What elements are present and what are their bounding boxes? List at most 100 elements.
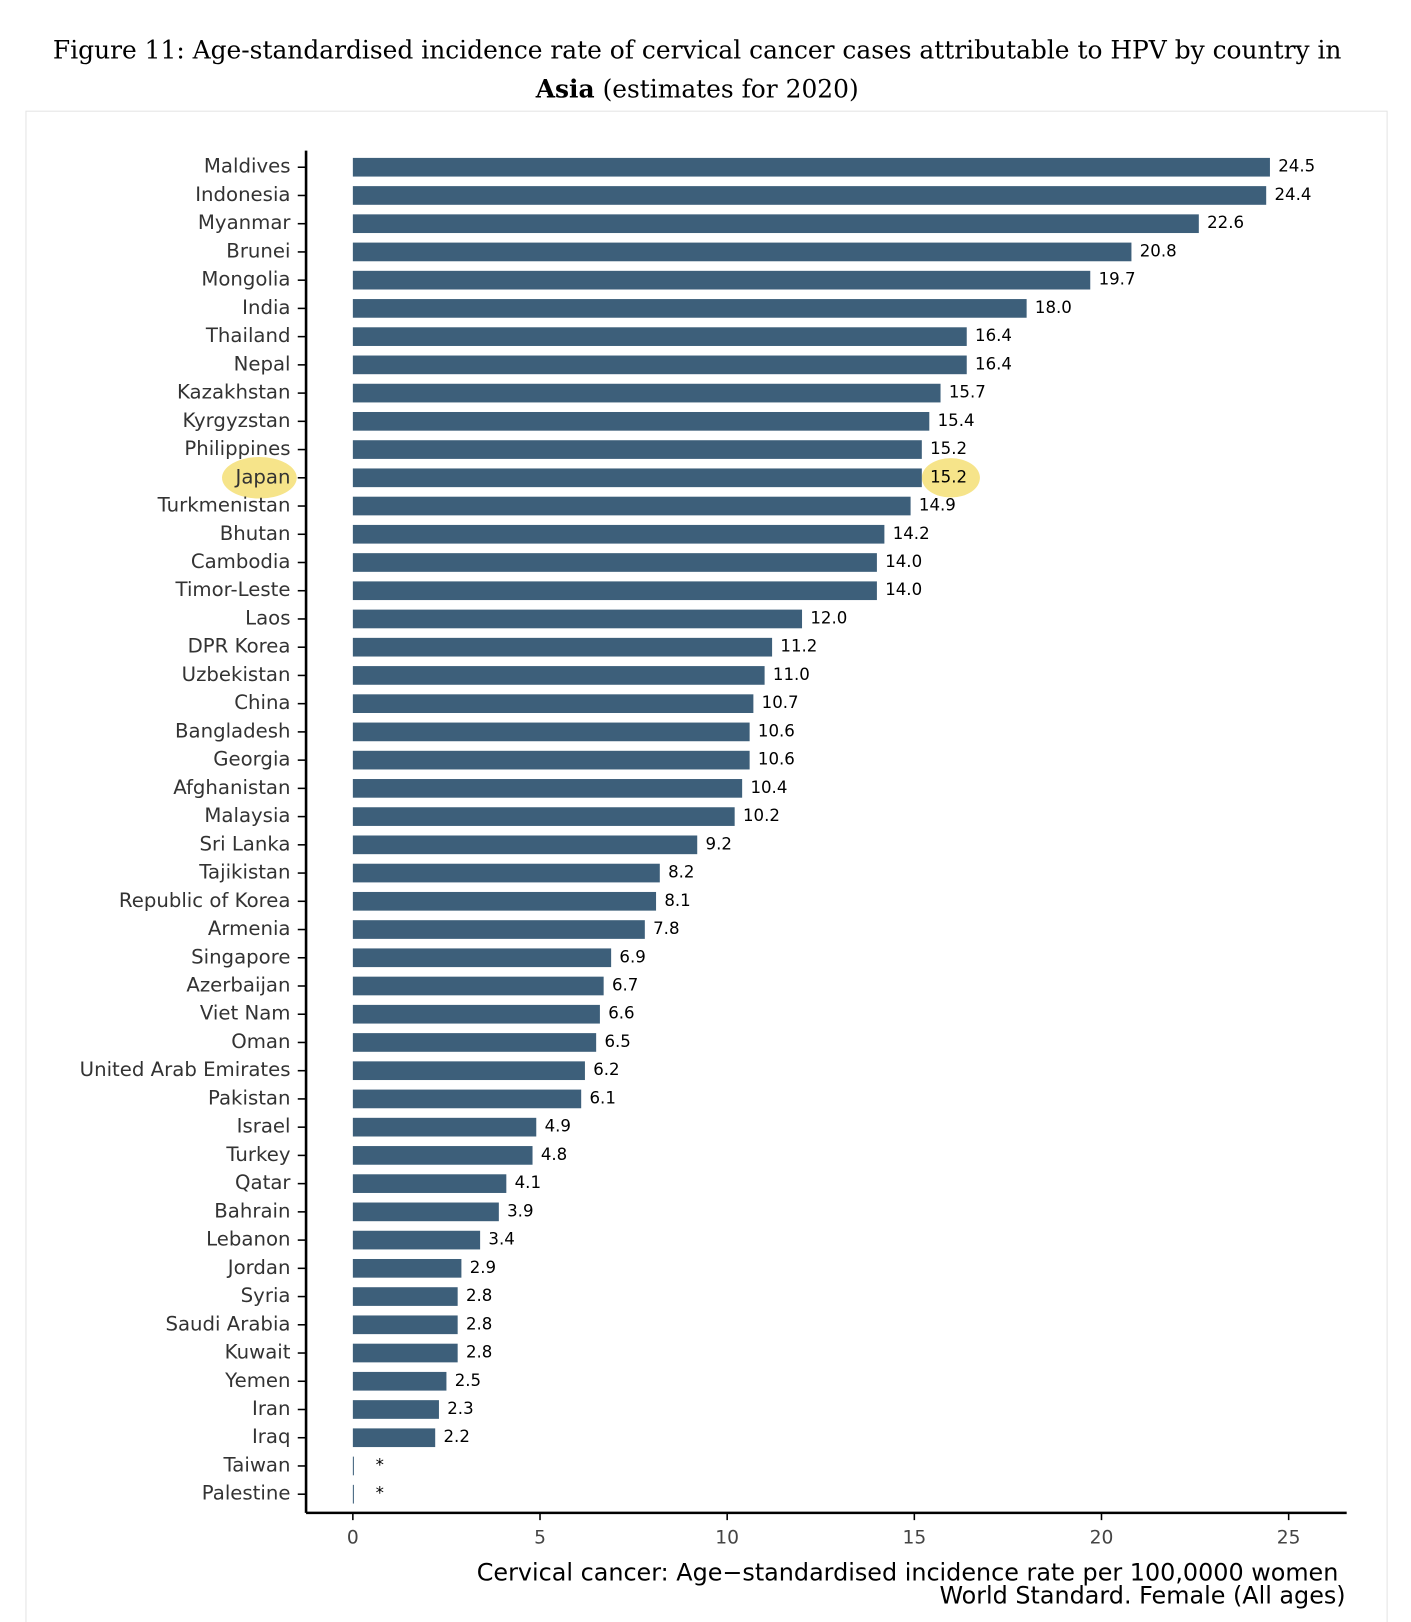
y-tick-label: Viet Nam: [200, 1002, 291, 1025]
bar: [352, 722, 750, 742]
y-tick-label: Azerbaijan: [186, 973, 290, 996]
y-tick-label: Taiwan: [223, 1453, 291, 1476]
value-label: 6.6: [608, 1004, 634, 1023]
y-tick-label: Kazakhstan: [177, 381, 291, 404]
x-axis-label: World Standard. Female (All ages): [939, 1581, 1345, 1609]
bar: [352, 920, 645, 939]
value-label: 2.8: [466, 1314, 492, 1333]
bar: [352, 835, 698, 855]
highlight: [222, 457, 297, 499]
highlight: [921, 458, 980, 498]
bar: [352, 440, 922, 459]
value-label: 6.1: [589, 1088, 615, 1107]
bar: [352, 581, 877, 601]
bar: [352, 694, 754, 714]
value-label: 3.4: [488, 1230, 514, 1249]
chart-title: Figure 11: Age-standardised incidence ra…: [53, 36, 1342, 65]
value-label: 6.9: [619, 947, 645, 966]
title-bold: Asia: [535, 74, 595, 103]
chart-title-line2: Asia (estimates for 2020): [535, 74, 859, 103]
bar: [352, 863, 660, 883]
y-tick-label: Kyrgyzstan: [183, 409, 291, 432]
value-label: 9.2: [706, 834, 732, 853]
y-tick-label: Pakistan: [208, 1086, 291, 1109]
bar: [352, 948, 612, 968]
y-tick-label: Kuwait: [225, 1341, 291, 1364]
value-label: 6.7: [612, 975, 638, 994]
value-label: 15.4: [938, 411, 975, 430]
value-label: 4.9: [545, 1117, 571, 1136]
bar: [352, 157, 1270, 177]
bar: [352, 1033, 597, 1052]
value-label: 22.6: [1207, 213, 1244, 232]
bar: [352, 1343, 458, 1363]
bar: [352, 779, 743, 798]
value-label: 14.9: [919, 496, 956, 515]
y-tick-label: United Arab Emirates: [80, 1058, 291, 1081]
y-tick-label: Sri Lanka: [199, 832, 290, 855]
value-label: 10.4: [750, 778, 787, 797]
y-tick-label: DPR Korea: [188, 635, 291, 658]
y-tick-label: Oman: [231, 1030, 290, 1053]
y-tick-label: Armenia: [208, 917, 291, 940]
y-tick-label: Indonesia: [195, 183, 290, 206]
bar: [352, 524, 885, 544]
y-tick-label: Bangladesh: [175, 719, 291, 742]
y-tick-label: Palestine: [202, 1482, 291, 1505]
y-tick-label: Afghanistan: [173, 776, 290, 799]
bar: [352, 1371, 447, 1391]
bar: [352, 1061, 585, 1081]
y-tick-label: Mongolia: [201, 268, 290, 291]
y-tick-label: Myanmar: [198, 211, 291, 234]
y-tick-label: Malaysia: [204, 804, 290, 827]
bar: [352, 1174, 507, 1193]
value-label: 2.5: [455, 1371, 481, 1390]
bar: [352, 242, 1132, 262]
bar: [352, 355, 967, 375]
y-tick-label: Qatar: [235, 1171, 291, 1194]
value-label: 8.1: [664, 891, 690, 910]
bar: [352, 299, 1027, 318]
y-tick-label: Bahrain: [214, 1199, 290, 1222]
value-label: 11.2: [780, 637, 817, 656]
value-label: *: [376, 1455, 384, 1474]
y-tick-label: Lebanon: [206, 1228, 290, 1251]
y-tick-label: Republic of Korea: [119, 889, 291, 912]
value-label: 16.4: [975, 354, 1012, 373]
y-tick-label: Bhutan: [220, 522, 291, 545]
x-tick-label: 15: [902, 1527, 926, 1548]
bar: [352, 383, 941, 403]
x-tick-label: 10: [715, 1527, 739, 1548]
value-label: 2.2: [444, 1427, 470, 1446]
value-label: 10.6: [758, 750, 795, 769]
y-tick-label: Yemen: [224, 1369, 290, 1392]
y-tick-label: Philippines: [184, 437, 290, 460]
value-label: 4.1: [515, 1173, 541, 1192]
x-tick-label: 25: [1277, 1527, 1301, 1548]
value-label: 6.5: [604, 1032, 630, 1051]
y-tick-label: Timor-Leste: [175, 578, 291, 601]
value-label: 24.4: [1274, 185, 1311, 204]
value-label: 12.0: [810, 608, 847, 627]
value-label: 10.2: [743, 806, 780, 825]
title-rest: (estimates for 2020): [603, 74, 859, 103]
y-tick-label: Georgia: [213, 748, 290, 771]
bar: [352, 496, 911, 516]
bar: [352, 1258, 462, 1278]
y-tick-label: Maldives: [204, 155, 291, 178]
highlights: [222, 457, 980, 499]
value-label: 2.9: [470, 1258, 496, 1277]
y-tick-label: Brunei: [226, 239, 290, 262]
value-label: 18.0: [1035, 298, 1072, 317]
value-label: 14.2: [893, 524, 930, 543]
x-axis-label: Cervical cancer: Age−standardised incide…: [477, 1559, 1339, 1587]
value-label: 14.0: [885, 552, 922, 571]
x-tick-label: 0: [347, 1527, 359, 1548]
bar: [352, 270, 1091, 290]
y-tick-label: Iraq: [252, 1425, 291, 1448]
bar: [352, 327, 967, 346]
bar: [352, 666, 765, 685]
y-tick-label: Israel: [237, 1115, 291, 1138]
